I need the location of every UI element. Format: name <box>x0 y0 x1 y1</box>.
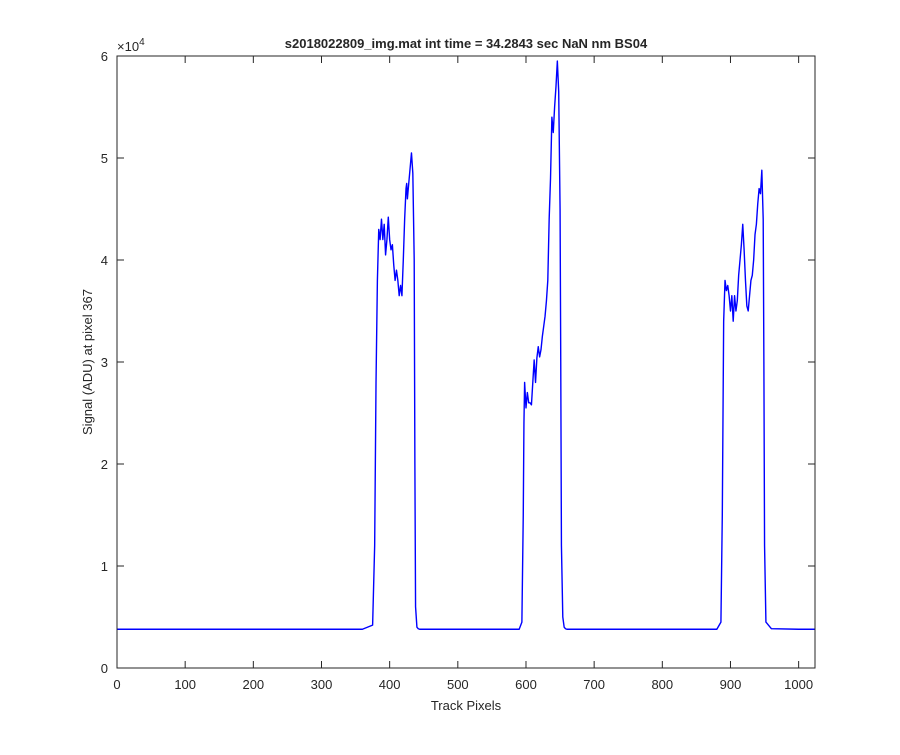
x-tick-label: 600 <box>515 677 537 692</box>
y-tick-label: 1 <box>101 559 108 574</box>
y-tick-label: 4 <box>101 253 108 268</box>
x-axis-label: Track Pixels <box>431 698 502 713</box>
plot-area <box>117 56 815 668</box>
y-exponent-power: 4 <box>139 37 145 48</box>
y-tick-label: 5 <box>101 151 108 166</box>
ticks-layer: 0 100 200 300 400 500 600 700 800 900 1000 0 1 2 3 4 5 6 <box>101 49 815 692</box>
y-tick-label: 2 <box>101 457 108 472</box>
chart-title: s2018022809_img.mat int time = 34.2843 s… <box>285 36 648 51</box>
series-layer <box>117 60 815 630</box>
x-tick-label: 0 <box>113 677 120 692</box>
x-tick-label: 800 <box>651 677 673 692</box>
y-exponent-base: ×10 <box>117 39 139 54</box>
series-line <box>117 60 815 630</box>
x-tick-label: 100 <box>174 677 196 692</box>
y-axis-exponent-label: ×104 <box>117 37 145 54</box>
y-axis-label: Signal (ADU) at pixel 367 <box>80 289 95 435</box>
y-tick-label: 0 <box>101 661 108 676</box>
x-tick-label: 1000 <box>784 677 813 692</box>
x-tick-label: 900 <box>720 677 742 692</box>
x-tick-label: 500 <box>447 677 469 692</box>
y-tick-label: 6 <box>101 49 108 64</box>
axes-frame <box>116 55 816 669</box>
x-tick-label: 300 <box>311 677 333 692</box>
x-tick-label: 200 <box>242 677 264 692</box>
y-tick-label: 3 <box>101 355 108 370</box>
x-tick-label: 700 <box>583 677 605 692</box>
x-tick-label: 400 <box>379 677 401 692</box>
